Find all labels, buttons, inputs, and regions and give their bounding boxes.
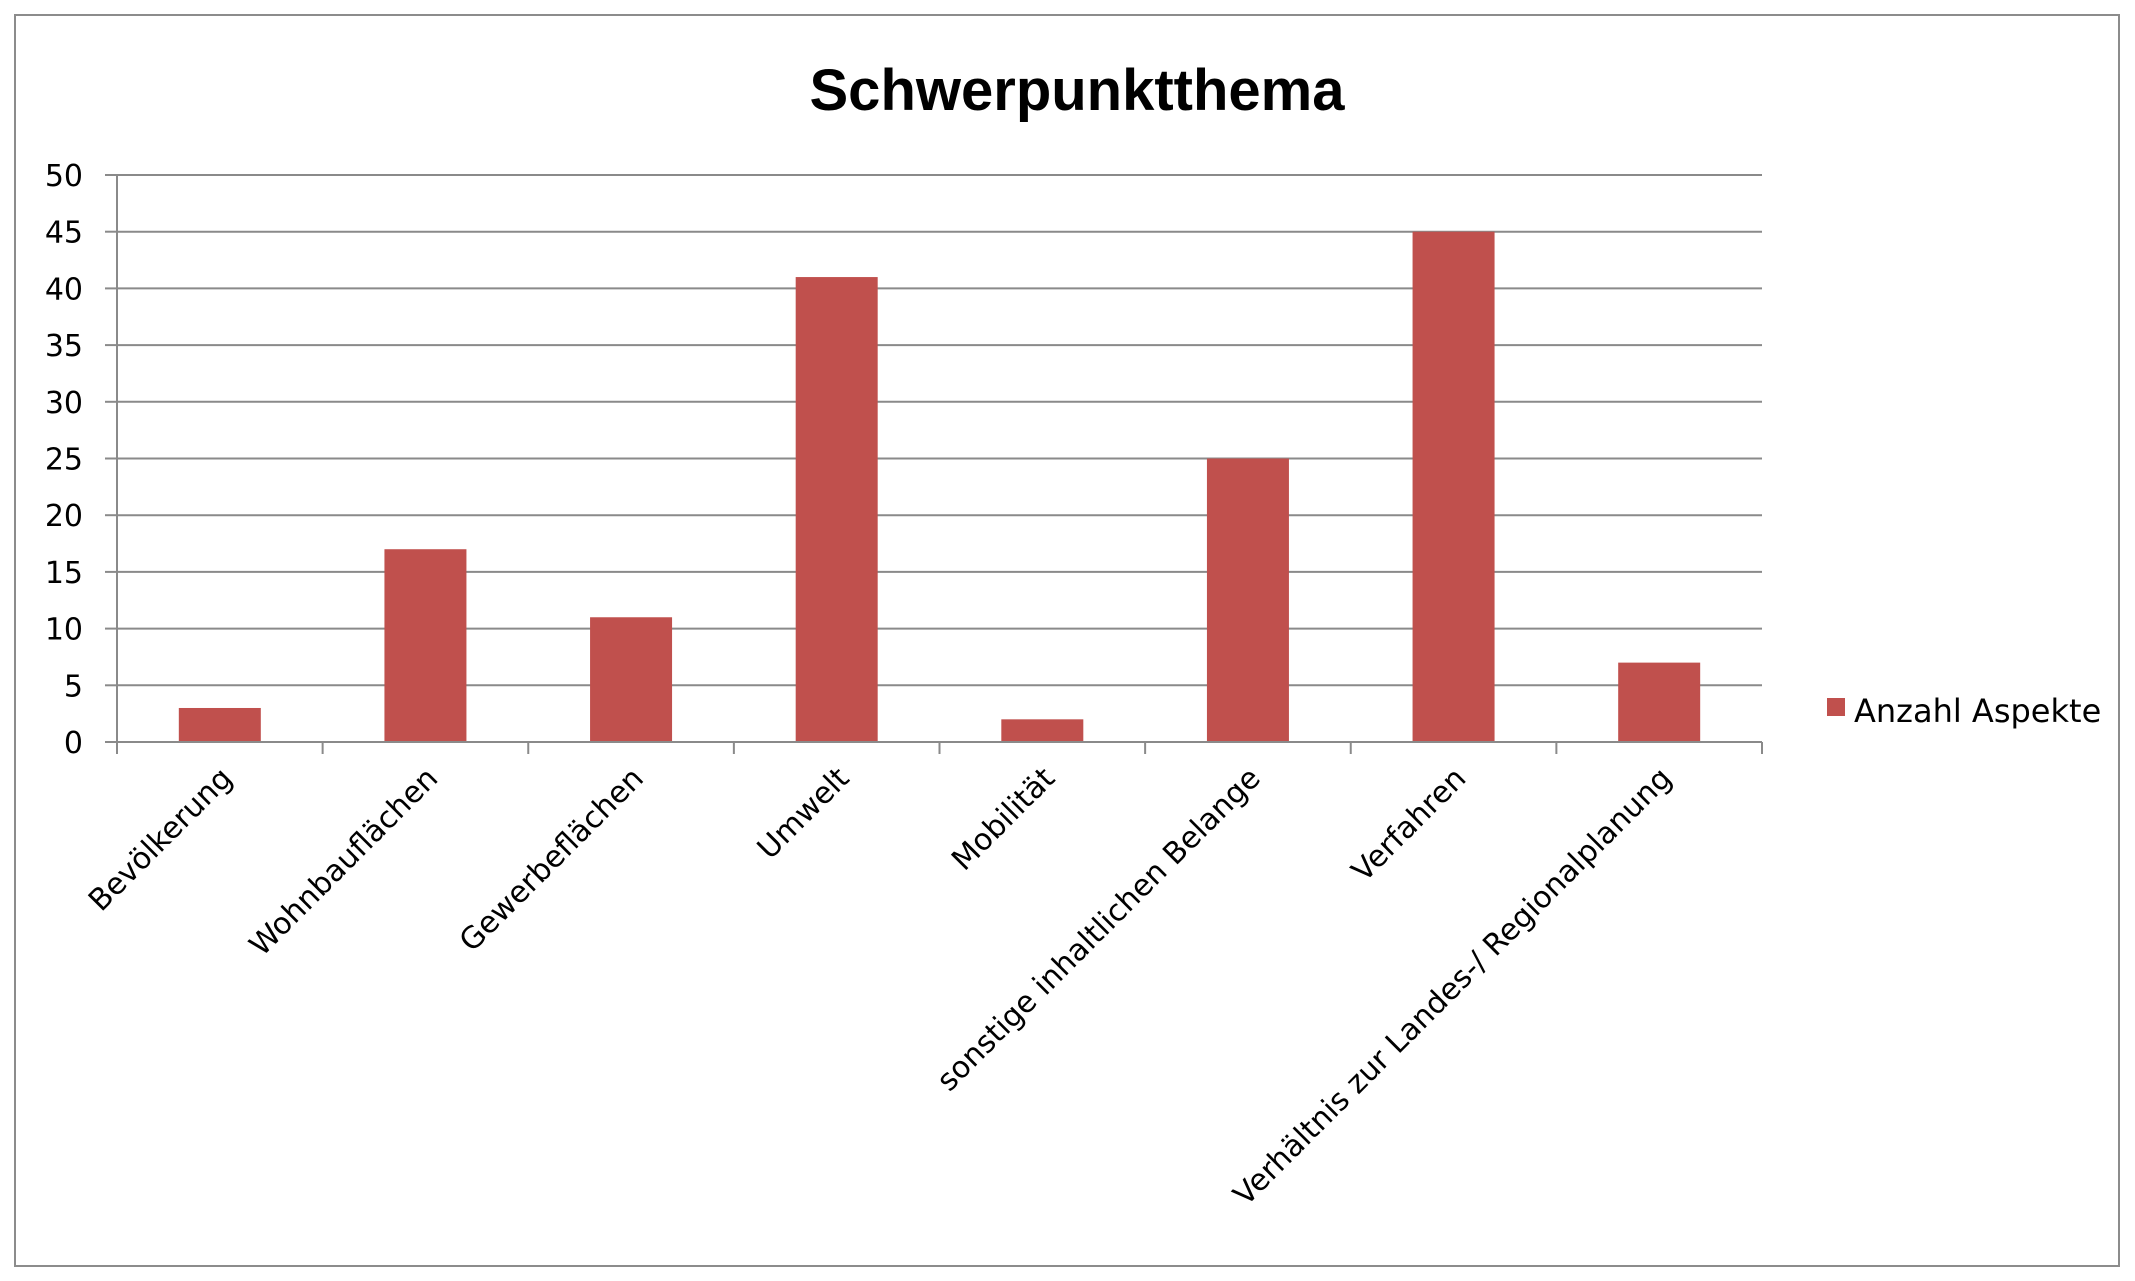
- bar: [1206, 458, 1289, 742]
- y-tick-label: 25: [45, 443, 83, 478]
- bars: [178, 231, 1701, 742]
- y-tick-label: 45: [45, 216, 83, 251]
- x-tick-labels: Bevölkerung Wohnbauflächen Gewerbeflächen U…: [82, 761, 1679, 1213]
- y-tick-label: 5: [64, 669, 83, 704]
- y-tick-label: 50: [45, 159, 83, 194]
- axes: [116, 175, 1763, 754]
- bar: [1618, 662, 1701, 742]
- chart-frame: [14, 14, 2120, 1267]
- bar: [384, 549, 467, 742]
- x-tick-label: Verhältnis zur Landes-/ Regionalplanung: [1227, 761, 1679, 1213]
- chart-title: Schwerpunktthema: [810, 58, 1346, 123]
- bar: [178, 707, 261, 742]
- legend-swatch: [1827, 698, 1845, 716]
- bar: [590, 617, 673, 742]
- y-tick-label: 35: [45, 329, 83, 364]
- x-tick-label: Gewerbeflächen: [453, 761, 651, 959]
- x-tick-label: Mobilität: [945, 761, 1062, 878]
- x-tick-label: Bevölkerung: [82, 761, 239, 918]
- bar: [795, 277, 878, 742]
- legend: Anzahl Aspekte: [1827, 692, 2101, 730]
- gridlines: [105, 174, 1762, 743]
- y-tick-labels: 0 5 10 15 20 25 30 35 40 45 50: [45, 159, 83, 761]
- y-tick-label: 10: [45, 613, 83, 648]
- bar: [1001, 719, 1084, 742]
- y-tick-label: 40: [45, 272, 83, 307]
- x-tick-label: Verfahren: [1345, 761, 1473, 889]
- y-tick-label: 15: [45, 556, 83, 591]
- x-tick-label: Umwelt: [751, 761, 857, 867]
- bar: [1412, 231, 1495, 742]
- y-tick-label: 30: [45, 386, 83, 421]
- x-tick-label: sonstige inhaltlichen Belange: [930, 761, 1267, 1098]
- legend-label: Anzahl Aspekte: [1854, 692, 2101, 730]
- y-tick-label: 0: [64, 726, 83, 761]
- x-tick-label: Wohnbauflächen: [243, 761, 445, 963]
- y-tick-label: 20: [45, 499, 83, 534]
